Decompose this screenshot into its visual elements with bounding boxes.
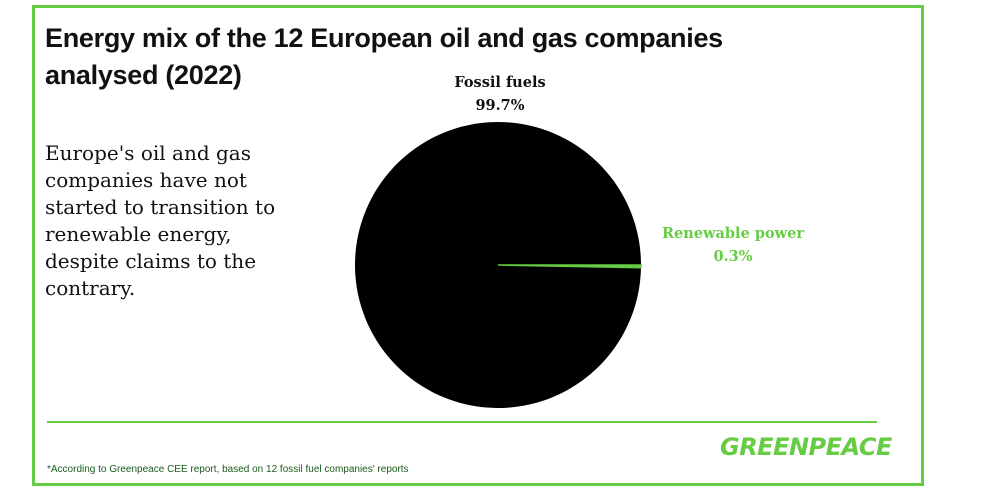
infographic-frame: Energy mix of the 12 European oil and ga… [32,5,924,486]
pie-slice-renewable-power [497,264,642,269]
fossil-fuels-label: Fossil fuels 99.7% [454,74,545,114]
footnote: *According to Greenpeace CEE report, bas… [47,464,409,475]
pie-chart: Fossil fuels 99.7% Renewable power 0.3% [354,74,804,409]
renewable-power-value: 0.3% [713,248,752,265]
greenpeace-logo: GREENPEACE [720,433,892,461]
divider-line [47,421,877,423]
renewable-power-label: Renewable power 0.3% [662,225,804,265]
description-text: Europe's oil and gas companies have not … [45,141,276,300]
chart-title: Energy mix of the 12 European oil and ga… [45,23,723,90]
fossil-fuels-name: Fossil fuels [454,74,545,91]
renewable-power-name: Renewable power [662,225,804,242]
fossil-fuels-value: 99.7% [475,97,524,114]
pie-slices [354,122,642,409]
